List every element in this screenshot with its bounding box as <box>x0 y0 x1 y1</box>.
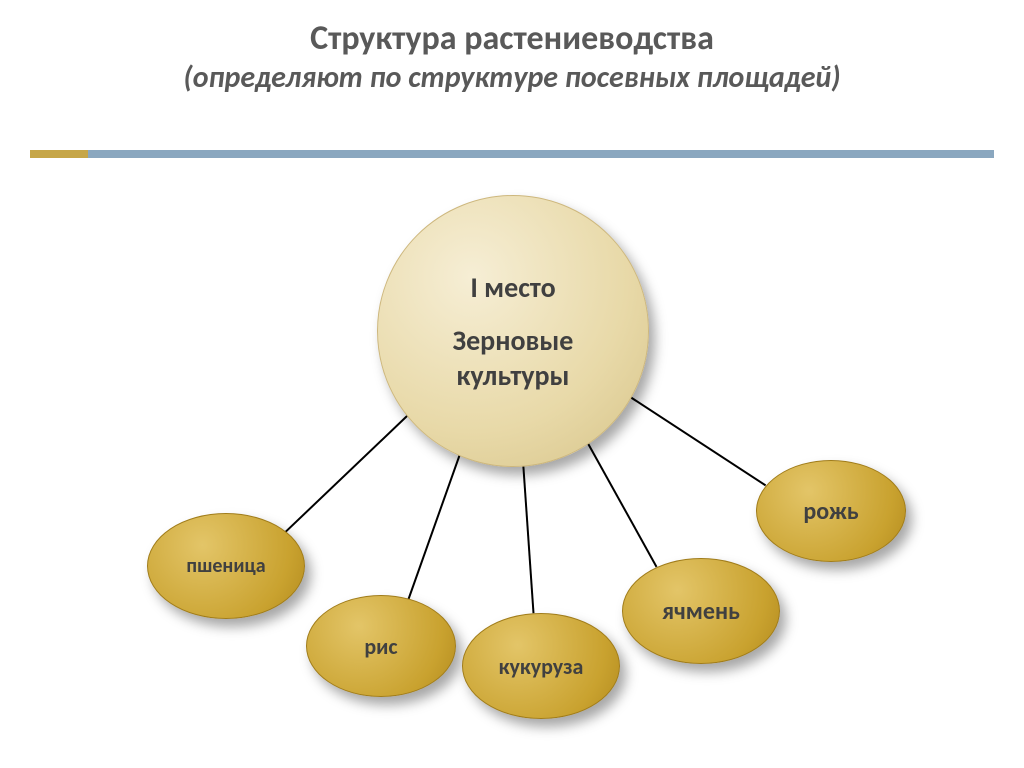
connector-line <box>629 397 765 486</box>
child-node-barley: ячмень <box>622 558 780 664</box>
child-node-rye: рожь <box>756 460 906 562</box>
slide: { "title": { "line1": "Структура растени… <box>0 0 1024 768</box>
child-label: ячмень <box>662 597 740 626</box>
title-line1: Структура растениеводства <box>0 18 1024 59</box>
connector-line <box>523 465 533 614</box>
child-label: рожь <box>803 497 858 526</box>
central-line2: Зерновые культуры <box>378 323 648 393</box>
child-node-rice: рис <box>306 595 456 697</box>
child-node-corn: кукуруза <box>462 613 620 719</box>
connector-line <box>587 442 656 567</box>
connector-line <box>409 455 460 599</box>
connector-line <box>285 416 407 533</box>
central-line1: I место <box>470 270 555 305</box>
accent-rule <box>30 150 994 158</box>
child-label: пшеница <box>186 554 265 578</box>
accent-rule-seg2 <box>88 150 994 158</box>
title-line2: (определяют по структуре посевных площад… <box>0 59 1024 96</box>
child-label: кукуруза <box>499 653 584 680</box>
title-block: Структура растениеводства (определяют по… <box>0 18 1024 96</box>
central-node: I место Зерновые культуры <box>377 195 649 467</box>
child-label: рис <box>364 633 397 660</box>
child-node-wheat: пшеница <box>147 513 305 619</box>
accent-rule-seg1 <box>30 150 88 158</box>
